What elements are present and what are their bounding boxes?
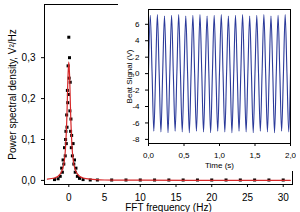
svg-text:Beat Signal (V): Beat Signal (V) xyxy=(125,49,134,103)
svg-text:15: 15 xyxy=(170,191,182,203)
svg-text:0,3: 0,3 xyxy=(22,52,36,63)
svg-text:-6: -6 xyxy=(132,119,140,128)
svg-text:5: 5 xyxy=(102,192,108,203)
svg-text:1,0: 1,0 xyxy=(214,151,226,160)
svg-text:0,0: 0,0 xyxy=(143,151,155,160)
svg-text:30: 30 xyxy=(278,192,290,203)
svg-text:4: 4 xyxy=(135,36,140,45)
svg-text:0: 0 xyxy=(66,192,72,203)
svg-text:-4: -4 xyxy=(132,102,140,112)
svg-text:-8: -8 xyxy=(132,135,140,144)
svg-text:20: 20 xyxy=(206,191,218,203)
svg-text:Time (s): Time (s) xyxy=(205,161,234,170)
svg-text:2: 2 xyxy=(135,53,140,62)
svg-text:0: 0 xyxy=(135,69,140,78)
svg-text:-2: -2 xyxy=(132,85,140,95)
svg-text:25: 25 xyxy=(242,192,254,203)
svg-text:0,5: 0,5 xyxy=(178,151,190,160)
svg-text:0,1: 0,1 xyxy=(22,134,36,145)
svg-text:2,0: 2,0 xyxy=(285,151,296,160)
svg-text:1,5: 1,5 xyxy=(249,151,261,160)
svg-text:10: 10 xyxy=(134,191,146,203)
svg-text:0,2: 0,2 xyxy=(22,93,36,104)
svg-text:0,0: 0,0 xyxy=(22,175,36,186)
svg-text:FFT frequency (Hz): FFT frequency (Hz) xyxy=(125,202,212,212)
svg-text:6: 6 xyxy=(135,20,140,29)
svg-text:Power spectral density, V²/Hz: Power spectral density, V²/Hz xyxy=(7,29,18,159)
